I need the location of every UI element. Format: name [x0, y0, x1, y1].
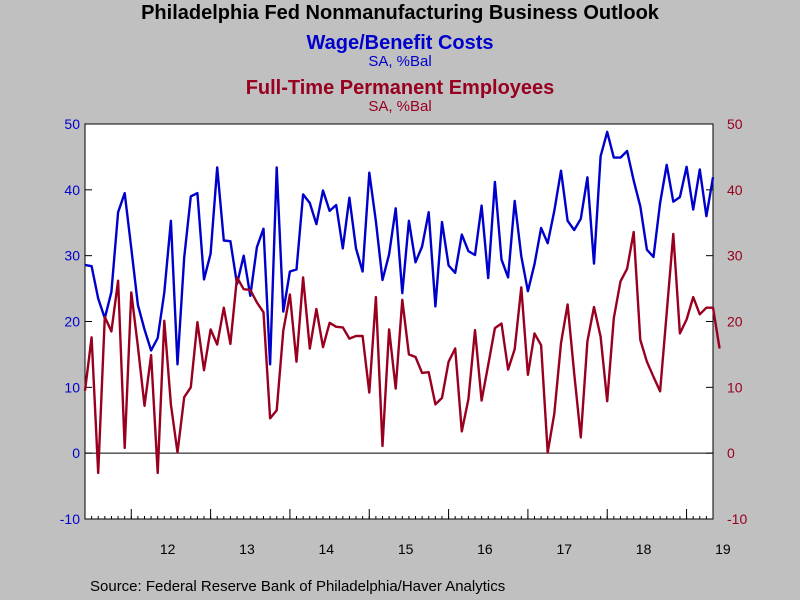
- x-tick-label: 12: [160, 541, 176, 557]
- y-right-tick-label: 50: [727, 116, 743, 132]
- y-left-tick-label: 40: [64, 182, 80, 198]
- axis-ticks: -10 -10 0 0 10 10 20 20 30 30 40 40 50 50 12 13 14 15 16 17…: [60, 116, 748, 557]
- series-lines: [83, 130, 721, 475]
- series-2-name: Full-Time Permanent Employees: [245, 77, 555, 99]
- y-right-tick-label: 10: [727, 379, 743, 395]
- chart-title: Philadelphia Fed Nonmanufacturing Busine…: [141, 2, 659, 24]
- y-right-tick-label: 40: [727, 182, 743, 198]
- series-line-2: [83, 230, 721, 475]
- series-2-unit: SA, %Bal: [368, 98, 432, 115]
- x-tick-label: 14: [318, 541, 334, 557]
- y-left-tick-label: -10: [60, 511, 80, 527]
- series-1-name: Wage/Benefit Costs: [306, 32, 494, 54]
- x-tick-label: 18: [636, 541, 652, 557]
- x-tick-label: 15: [398, 541, 414, 557]
- y-right-tick-label: 20: [727, 314, 743, 330]
- series-1-unit: SA, %Bal: [368, 53, 432, 70]
- y-right-tick-label: -10: [727, 511, 747, 527]
- x-tick-label: 19: [715, 541, 731, 557]
- x-tick-label: 13: [239, 541, 255, 557]
- y-right-tick-label: 30: [727, 248, 743, 264]
- x-tick-label: 17: [556, 541, 572, 557]
- series-line-1: [84, 130, 715, 366]
- y-left-tick-label: 50: [64, 116, 80, 132]
- y-right-tick-label: 0: [727, 445, 735, 461]
- y-left-tick-label: 20: [64, 314, 80, 330]
- y-left-tick-label: 0: [72, 445, 80, 461]
- y-left-tick-label: 10: [64, 379, 80, 395]
- x-tick-label: 16: [477, 541, 493, 557]
- source-note: Source: Federal Reserve Bank of Philadel…: [90, 578, 506, 595]
- y-left-tick-label: 30: [64, 248, 80, 264]
